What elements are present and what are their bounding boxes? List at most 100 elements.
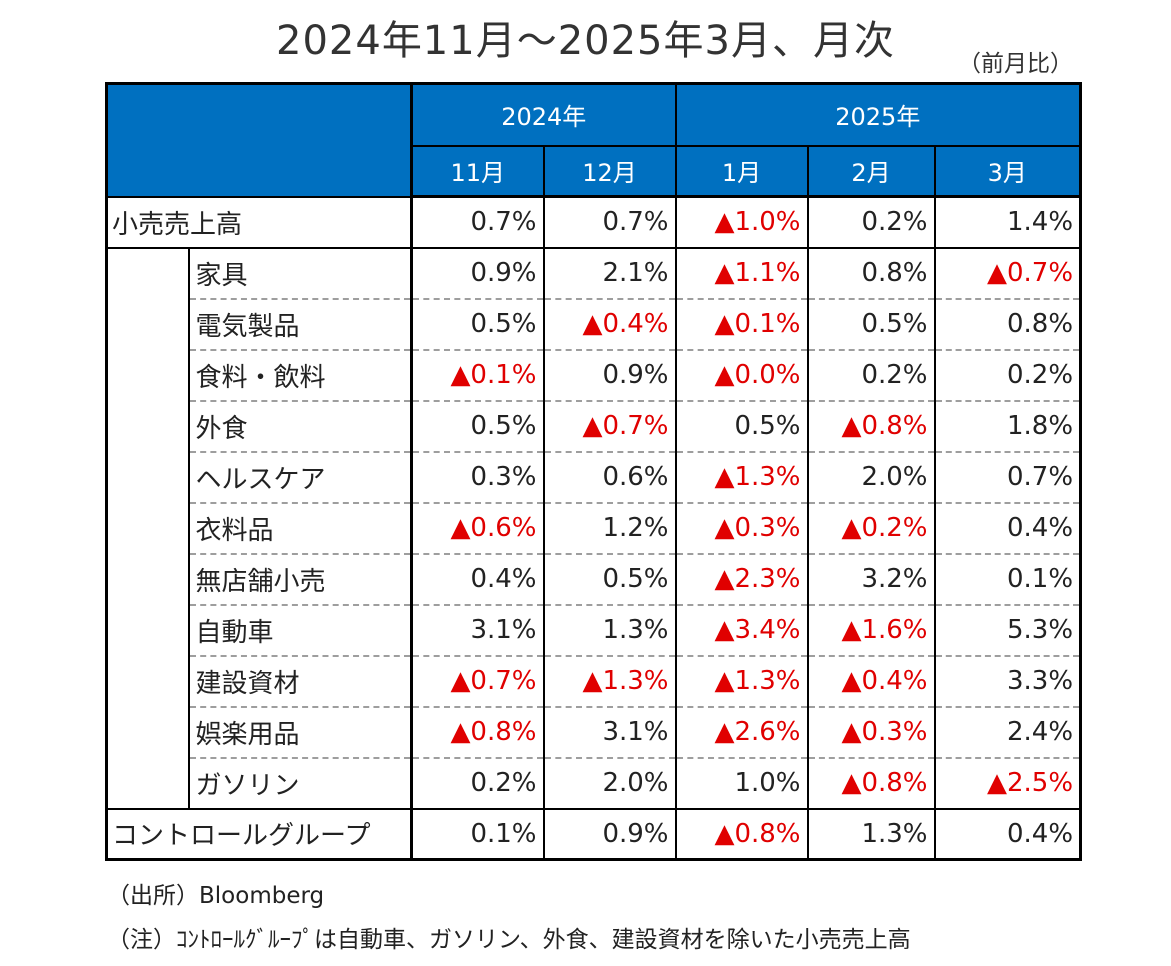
value-cell: 1.3% — [806, 807, 935, 860]
value-cell: 3.1% — [410, 604, 544, 657]
row-label: 無店舗小売 — [187, 553, 412, 606]
value-cell: ▲0.8% — [806, 757, 935, 810]
value-cell: 0.7% — [410, 196, 544, 249]
value-cell: 0.4% — [933, 502, 1081, 555]
value-cell: ▲0.8% — [806, 400, 935, 453]
value-cell: ▲2.5% — [933, 757, 1081, 810]
value-cell: 3.3% — [933, 655, 1081, 708]
indent-cell — [107, 299, 189, 350]
value-cell: 1.2% — [542, 502, 676, 555]
table-row: 衣料品 ▲0.6% 1.2% ▲0.3% ▲0.2% 0.4% — [107, 502, 1081, 555]
table-row: 自動車 3.1% 1.3% ▲3.4% ▲1.6% 5.3% — [107, 604, 1081, 657]
value-cell: 0.5% — [410, 298, 544, 351]
value-cell: 0.8% — [933, 298, 1081, 351]
value-cell: ▲0.1% — [410, 349, 544, 402]
month-header: 3月 — [933, 144, 1082, 198]
value-cell: 0.7% — [542, 196, 676, 249]
value-cell: 0.6% — [542, 451, 676, 504]
value-cell: ▲1.3% — [674, 655, 808, 708]
table-row: ヘルスケア 0.3% 0.6% ▲1.3% 2.0% 0.7% — [107, 451, 1081, 504]
value-cell: 0.8% — [806, 247, 935, 300]
table-row: 家具 0.9% 2.1% ▲1.1% 0.8% ▲0.7% — [107, 247, 1081, 300]
month-header: 1月 — [674, 144, 809, 198]
row-label: コントロールグループ — [106, 807, 412, 860]
value-cell: ▲0.3% — [674, 502, 808, 555]
value-cell: ▲0.0% — [674, 349, 808, 402]
value-cell: 3.1% — [542, 706, 676, 759]
value-cell: 0.3% — [410, 451, 544, 504]
row-label: ヘルスケア — [187, 451, 412, 504]
value-cell: 2.0% — [806, 451, 935, 504]
row-label: 食料・飲料 — [187, 349, 412, 402]
value-cell: ▲1.0% — [674, 196, 808, 249]
year-header-2025: 2025年 — [674, 82, 1082, 147]
value-cell: ▲1.6% — [806, 604, 935, 657]
table-row: 無店舗小売 0.4% 0.5% ▲2.3% 3.2% 0.1% — [107, 553, 1081, 606]
indent-cell — [106, 757, 189, 810]
value-cell: 1.3% — [542, 604, 676, 657]
value-cell: 0.5% — [674, 400, 808, 453]
table-row: 食料・飲料 ▲0.1% 0.9% ▲0.0% 0.2% 0.2% — [107, 349, 1081, 402]
value-cell: ▲0.6% — [410, 502, 544, 555]
value-cell: 0.2% — [933, 349, 1081, 402]
value-cell: 0.9% — [542, 349, 676, 402]
row-label: ガソリン — [187, 757, 412, 810]
indent-cell — [107, 452, 189, 503]
indent-cell — [107, 707, 189, 758]
value-cell: 0.5% — [410, 400, 544, 453]
row-label: 娯楽用品 — [187, 706, 412, 759]
page-title: 2024年11月～2025年3月、月次 — [276, 18, 895, 64]
table-row: 小売売上高 0.7% 0.7% ▲1.0% 0.2% 1.4% — [106, 196, 1081, 249]
value-cell: ▲2.3% — [674, 553, 808, 606]
indent-cell — [107, 401, 189, 452]
row-label: 外食 — [187, 400, 412, 453]
month-header: 2月 — [806, 144, 936, 198]
value-cell: ▲0.7% — [542, 400, 676, 453]
footnote: （注）ｺﾝﾄﾛｰﾙｸﾞﾙｰﾌﾟは自動車、ガソリン、外食、建設資材を除いた小売売上… — [107, 927, 911, 953]
table-row: 電気製品 0.5% ▲0.4% ▲0.1% 0.5% 0.8% — [107, 298, 1081, 351]
indent-cell — [107, 656, 189, 707]
value-cell: 0.5% — [806, 298, 935, 351]
month-header: 11月 — [410, 144, 545, 198]
unit-note: （前月比） — [958, 51, 1073, 77]
value-cell: ▲0.2% — [806, 502, 935, 555]
row-label: 自動車 — [187, 604, 412, 657]
value-cell: 2.4% — [933, 706, 1081, 759]
table-row: 建設資材 ▲0.7% ▲1.3% ▲1.3% ▲0.4% 3.3% — [107, 655, 1081, 708]
month-header: 12月 — [542, 144, 677, 198]
value-cell: ▲0.7% — [933, 247, 1081, 300]
value-cell: 0.9% — [410, 247, 544, 300]
value-cell: 0.2% — [410, 757, 544, 810]
retail-sales-table: 2024年 2025年 11月 12月 1月 2月 3月 小売売上高 0.7% 0.… — [105, 82, 1083, 861]
value-cell: ▲0.3% — [806, 706, 935, 759]
month-header-row: 11月 12月 1月 2月 3月 — [107, 144, 1082, 198]
value-cell: ▲0.4% — [542, 298, 676, 351]
year-header-2024: 2024年 — [410, 82, 677, 147]
value-cell: 0.1% — [933, 553, 1081, 606]
row-label: 衣料品 — [187, 502, 412, 555]
value-cell: ▲0.4% — [806, 655, 935, 708]
table-row: ガソリン 0.2% 2.0% 1.0% ▲0.8% ▲2.5% — [106, 757, 1081, 810]
row-label: 家具 — [187, 247, 412, 300]
value-cell: 2.0% — [542, 757, 676, 810]
value-cell: ▲0.7% — [410, 655, 544, 708]
value-cell: ▲0.1% — [674, 298, 808, 351]
value-cell: ▲1.3% — [542, 655, 676, 708]
value-cell: ▲1.3% — [674, 451, 808, 504]
value-cell: 0.9% — [542, 807, 676, 860]
row-label: 小売売上高 — [106, 196, 412, 249]
indent-cell — [107, 503, 189, 554]
indent-cell — [107, 554, 189, 605]
value-cell: 0.7% — [933, 451, 1081, 504]
value-cell: ▲1.1% — [674, 247, 808, 300]
table-body: 小売売上高 0.7% 0.7% ▲1.0% 0.2% 1.4% 家具 0.9% 2.1% ▲1.1… — [106, 196, 1081, 860]
value-cell: 3.2% — [806, 553, 935, 606]
table-row: コントロールグループ 0.1% 0.9% ▲0.8% 1.3% 0.4% — [106, 807, 1081, 860]
header-corner — [105, 82, 413, 198]
value-cell: 0.2% — [806, 349, 935, 402]
value-cell: 1.0% — [674, 757, 808, 810]
indent-cell — [107, 605, 189, 656]
value-cell: 2.1% — [542, 247, 676, 300]
value-cell: 0.1% — [410, 807, 544, 860]
value-cell: 0.5% — [542, 553, 676, 606]
